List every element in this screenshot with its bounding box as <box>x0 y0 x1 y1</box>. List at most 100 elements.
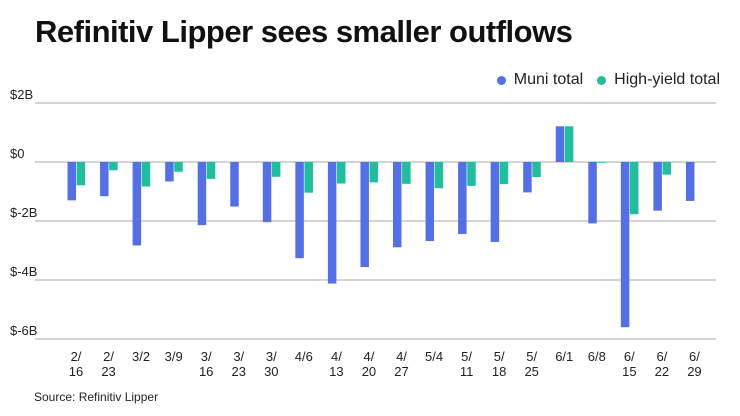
x-tick-label-line: 27 <box>394 364 408 379</box>
x-tick-label-line: 3/ <box>201 349 212 364</box>
bar-muni <box>393 162 402 248</box>
x-tick-label-line: 15 <box>622 364 636 379</box>
bar-muni <box>100 162 109 197</box>
x-tick-label-line: 3/ <box>233 349 244 364</box>
legend-swatch-high-yield <box>597 75 607 85</box>
x-tick-label-line: 20 <box>362 364 376 379</box>
x-tick-label: 6/22 <box>655 349 669 379</box>
y-tick-label: $2B <box>10 87 33 102</box>
x-tick-label: 4/27 <box>394 349 408 379</box>
bar-high-yield <box>271 162 281 177</box>
bar-high-yield <box>304 162 313 193</box>
x-tick-label-line: 16 <box>199 364 213 379</box>
x-tick-label-line: 2/ <box>71 349 82 364</box>
bar-muni <box>653 162 662 211</box>
x-tick-label: 3/16 <box>199 349 213 379</box>
x-tick-label-line: 5/ <box>461 349 472 364</box>
x-tick-label: 5/4 <box>425 349 443 364</box>
x-tick-label-line: 29 <box>687 364 701 379</box>
x-tick-label: 6/8 <box>588 349 606 364</box>
x-tick-label-line: 4/ <box>331 349 342 364</box>
bar-high-yield <box>337 162 346 184</box>
legend-label-high-yield: High-yield total <box>614 71 720 88</box>
bar-high-yield <box>402 162 411 184</box>
bar-muni <box>132 162 142 246</box>
bar-muni <box>360 162 369 268</box>
bar-high-yield <box>76 162 86 186</box>
x-tick-label-line: 18 <box>492 364 506 379</box>
x-tick-label: 5/18 <box>492 349 506 379</box>
bar-high-yield <box>662 162 671 175</box>
x-tick-label: 3/30 <box>264 349 278 379</box>
bar-muni <box>295 162 304 259</box>
legend-label-muni: Muni total <box>513 71 584 88</box>
bar-muni <box>262 162 272 223</box>
bar-muni <box>327 162 337 284</box>
y-tick-label: $-4B <box>10 264 37 279</box>
legend-item-muni: Muni total <box>496 71 584 89</box>
x-tick-label: 2/23 <box>101 349 115 379</box>
x-tick-label-line: 5/4 <box>425 349 443 364</box>
x-tick-label: 2/16 <box>69 349 83 379</box>
x-tick-label-line: 3/ <box>266 349 277 364</box>
x-tick-label-line: 3/9 <box>165 349 183 364</box>
bar-high-yield <box>467 162 476 186</box>
x-tick-label-line: 6/ <box>656 349 667 364</box>
bar-high-yield <box>532 162 541 178</box>
y-tick-label: $-2B <box>10 205 37 220</box>
x-tick-label-line: 30 <box>264 364 278 379</box>
bar-high-yield <box>109 162 118 171</box>
bar-muni <box>685 162 695 201</box>
x-tick-label: 4/13 <box>329 349 343 379</box>
bar-muni <box>230 162 239 207</box>
x-tick-label: 6/29 <box>687 349 701 379</box>
bar-muni <box>490 162 500 242</box>
legend-item-high-yield: High-yield total <box>597 71 720 89</box>
bar-high-yield <box>369 162 379 183</box>
bar-high-yield <box>206 162 216 179</box>
bar-muni <box>458 162 467 234</box>
legend: Muni total High-yield total <box>496 71 720 89</box>
x-tick-label: 5/11 <box>460 349 474 379</box>
x-tick-label-line: 23 <box>232 364 246 379</box>
bar-muni <box>165 162 174 182</box>
bar-high-yield <box>434 162 444 189</box>
bar-high-yield <box>141 162 151 187</box>
x-tick-label-line: 6/ <box>689 349 700 364</box>
x-tick-label-line: 2/ <box>103 349 114 364</box>
bar-high-yield <box>174 162 183 172</box>
bar-muni <box>425 162 435 242</box>
x-tick-label-line: 5/ <box>494 349 505 364</box>
legend-swatch-muni <box>496 75 506 85</box>
x-tick-label: 4/20 <box>362 349 376 379</box>
bar-muni <box>620 162 630 328</box>
x-tick-label-line: 16 <box>69 364 83 379</box>
x-tick-label: 6/1 <box>555 349 573 364</box>
x-tick-label-line: 4/ <box>364 349 375 364</box>
y-tick-label: $-6B <box>10 323 37 338</box>
bar-high-yield <box>564 126 574 162</box>
x-tick-label: 3/2 <box>132 349 150 364</box>
x-tick-label-line: 6/1 <box>555 349 573 364</box>
bar-high-yield <box>597 162 606 163</box>
x-tick-label: 4/6 <box>295 349 313 364</box>
x-tick-label-line: 3/2 <box>132 349 150 364</box>
x-tick-label-line: 25 <box>524 364 538 379</box>
bar-muni <box>197 162 207 226</box>
x-tick-label: 6/15 <box>622 349 636 379</box>
bar-high-yield <box>629 162 639 215</box>
bar-muni <box>555 126 565 162</box>
x-tick-label-line: 5/ <box>526 349 537 364</box>
x-tick-label-line: 13 <box>329 364 343 379</box>
bar-high-yield <box>499 162 509 185</box>
x-tick-label: 3/23 <box>232 349 246 379</box>
x-tick-label-line: 4/6 <box>295 349 313 364</box>
x-tick-label-line: 11 <box>460 364 474 379</box>
bar-muni <box>523 162 532 193</box>
bar-muni <box>67 162 76 201</box>
x-tick-label: 5/25 <box>524 349 538 379</box>
source-note: Source: Refinitiv Lipper <box>34 390 159 404</box>
x-tick-label-line: 22 <box>655 364 669 379</box>
x-tick-label-line: 6/ <box>624 349 635 364</box>
